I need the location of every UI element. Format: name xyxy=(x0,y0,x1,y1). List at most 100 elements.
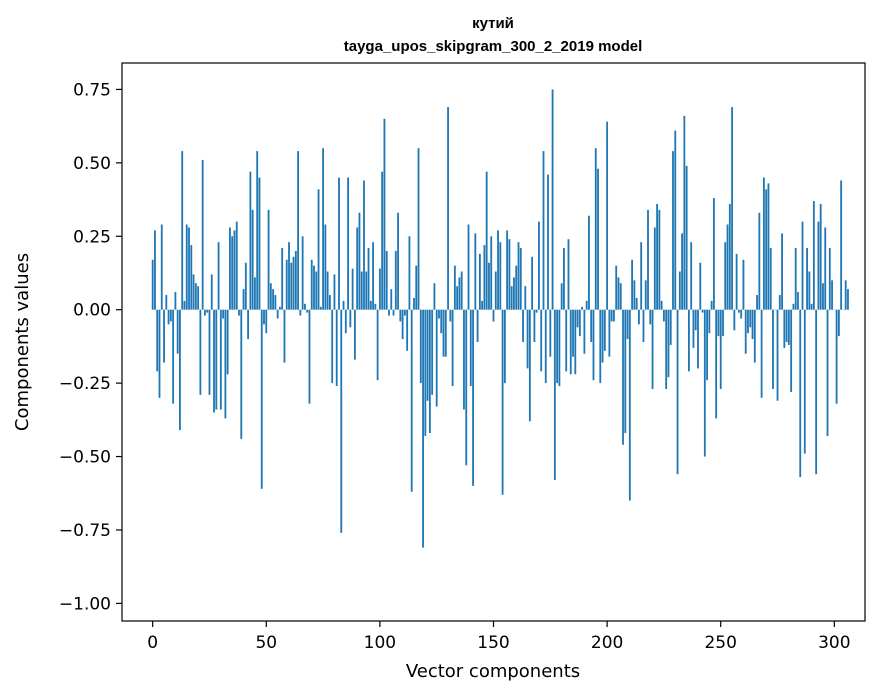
bar xyxy=(458,277,461,310)
y-tick-label: −1.00 xyxy=(59,594,111,614)
bar xyxy=(472,309,474,486)
bar xyxy=(199,309,202,395)
bar xyxy=(808,271,811,310)
bar xyxy=(258,177,261,310)
bar xyxy=(433,283,436,310)
bar xyxy=(440,309,443,334)
bar xyxy=(522,309,524,342)
x-tick-label: 250 xyxy=(704,633,736,653)
bar xyxy=(299,309,302,316)
bar xyxy=(756,295,758,310)
bar xyxy=(449,309,452,322)
bar xyxy=(308,309,311,404)
bar xyxy=(767,183,770,310)
bar xyxy=(342,300,345,310)
x-axis-label: Vector components xyxy=(406,661,580,682)
bar xyxy=(542,151,545,310)
bar xyxy=(494,271,497,310)
bar xyxy=(340,309,343,533)
plot-frame xyxy=(121,62,866,622)
bar xyxy=(801,221,804,310)
bar xyxy=(638,309,640,325)
bar xyxy=(288,242,290,310)
bars-group xyxy=(151,89,849,548)
bar xyxy=(747,309,749,334)
bar xyxy=(712,198,715,310)
bar xyxy=(490,236,493,310)
bar xyxy=(201,159,204,310)
bar xyxy=(376,309,379,381)
bar xyxy=(844,280,847,310)
bar xyxy=(333,274,336,310)
bar xyxy=(751,309,754,340)
bar xyxy=(533,309,536,342)
bar xyxy=(485,171,488,310)
bar xyxy=(835,309,838,404)
bar xyxy=(169,309,172,322)
bar xyxy=(269,283,272,310)
bar xyxy=(572,309,574,357)
bar xyxy=(658,209,661,310)
bar xyxy=(399,309,402,322)
bar xyxy=(722,309,724,337)
bar xyxy=(156,309,159,372)
bar xyxy=(381,171,384,310)
bar xyxy=(263,309,265,325)
bar xyxy=(740,309,743,319)
bar xyxy=(692,309,695,348)
bar xyxy=(428,309,431,434)
bar xyxy=(672,151,674,310)
bar xyxy=(726,224,729,310)
bar xyxy=(797,292,799,310)
bar xyxy=(483,245,486,310)
bar xyxy=(397,212,399,310)
bar xyxy=(806,248,808,310)
bar xyxy=(644,280,647,310)
bar xyxy=(508,239,511,310)
bar xyxy=(744,309,747,354)
bar xyxy=(565,309,568,372)
bar xyxy=(506,230,509,310)
bar xyxy=(558,309,561,387)
bar xyxy=(444,309,447,357)
bar xyxy=(285,259,288,310)
bar xyxy=(374,303,377,310)
bar xyxy=(283,309,286,363)
bar xyxy=(365,271,368,310)
bar xyxy=(413,297,415,310)
bar xyxy=(728,203,731,310)
bar xyxy=(824,227,827,310)
y-tick-label: −0.50 xyxy=(59,448,111,468)
bar xyxy=(324,224,327,310)
bar xyxy=(297,151,299,310)
bar xyxy=(165,295,168,310)
bar xyxy=(819,203,822,310)
bar xyxy=(422,309,424,548)
bar xyxy=(319,306,322,310)
bar xyxy=(592,309,595,381)
bar xyxy=(294,250,297,310)
bar xyxy=(513,277,515,310)
bar xyxy=(290,262,293,310)
chart-subtitle: tayga_upos_skipgram_300_2_2019 model xyxy=(344,38,643,55)
bar xyxy=(394,250,397,310)
bar xyxy=(463,309,465,410)
bar xyxy=(206,309,209,313)
bar xyxy=(694,309,697,331)
bar xyxy=(497,230,499,310)
bar xyxy=(635,297,638,310)
bar xyxy=(503,309,506,384)
bar xyxy=(628,309,631,501)
bar xyxy=(574,309,577,375)
bar xyxy=(601,309,604,363)
bar xyxy=(465,309,468,466)
y-axis-label: Components values xyxy=(12,253,33,431)
bar xyxy=(674,130,677,310)
bar xyxy=(676,309,679,475)
bar xyxy=(242,289,245,310)
bar xyxy=(360,271,363,310)
bar xyxy=(326,271,329,310)
bar xyxy=(515,265,518,310)
bar xyxy=(626,309,629,340)
bar xyxy=(281,248,284,310)
